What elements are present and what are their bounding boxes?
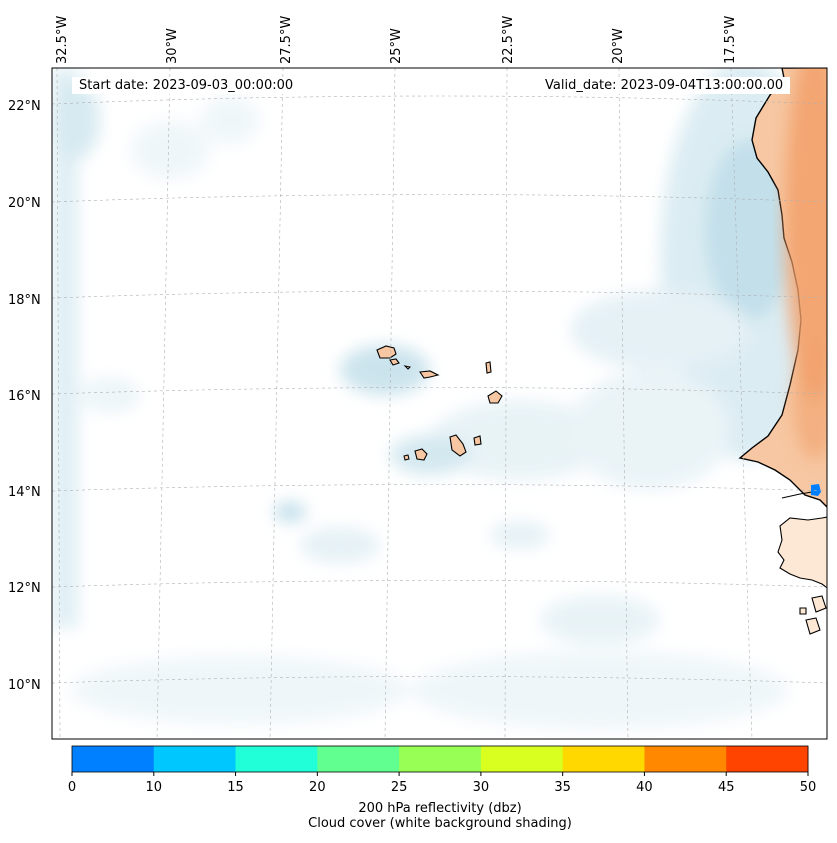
cloud-patch <box>300 527 380 563</box>
colorbar-tick-label: 45 <box>718 780 735 795</box>
colorbar-title: 200 hPa reflectivity (dbz) Cloud cover (… <box>72 801 808 831</box>
colorbar-segment <box>644 746 727 772</box>
lon-label: 17.5°W <box>723 16 738 64</box>
colorbar-segment <box>399 746 482 772</box>
lon-label: 22.5°W <box>501 16 516 64</box>
cloud-patch <box>130 120 210 180</box>
colorbar-segment <box>72 746 155 772</box>
lon-label: 20°W <box>611 28 626 64</box>
cloud-patch <box>274 502 306 522</box>
colorbar-segment <box>317 746 400 772</box>
coast-islets <box>799 595 827 635</box>
cloud-coastal-core <box>705 140 795 320</box>
colorbar-tick-label: 0 <box>68 780 76 795</box>
land-warm-shade <box>793 340 827 460</box>
island-fogo <box>414 448 428 461</box>
colorbar-tick-label: 30 <box>473 780 490 795</box>
meridian-30w <box>156 68 171 739</box>
colorbar-segment <box>480 746 564 772</box>
lat-label: 18°N <box>8 293 41 308</box>
colorbar-title-line1: 200 hPa reflectivity (dbz) <box>358 801 522 816</box>
island-brava <box>403 454 410 461</box>
map-frame <box>51 67 828 740</box>
longitude-labels: 32.5°W 30°W 27.5°W 25°W 22.5°W 20°W 17.5… <box>55 16 738 64</box>
parallel-12n <box>52 580 827 588</box>
lon-label: 30°W <box>165 28 180 64</box>
lat-label: 20°N <box>8 196 41 211</box>
lon-label: 32.5°W <box>55 16 70 64</box>
lon-label: 25°W <box>389 28 404 64</box>
colorbar-tick-label: 35 <box>554 780 571 795</box>
latitude-labels: 22°N 20°N 18°N 16°N 14°N 12°N 10°N <box>8 99 41 693</box>
lat-label: 22°N <box>8 99 41 114</box>
island-santo-antao <box>376 345 397 359</box>
cloud-patch <box>410 650 790 730</box>
colorbar: 0 10 15 20 25 30 35 40 45 50 <box>68 745 817 795</box>
land-warm-shade <box>785 68 827 400</box>
cloud-band-west <box>52 68 78 628</box>
island-santa-luzia <box>403 365 412 370</box>
meridian-22-5w <box>504 68 508 739</box>
island-maio <box>473 435 482 446</box>
colorbar-segment <box>726 746 809 772</box>
colorbar-tick-label: 20 <box>309 780 326 795</box>
lat-label: 12°N <box>8 581 41 596</box>
island-sal <box>485 361 492 374</box>
valid-date-label: Valid_date: 2023-09-04T13:00:00.00 <box>538 77 791 94</box>
island-santiago <box>449 434 467 457</box>
land-masses <box>376 68 827 635</box>
island-sao-nicolau <box>419 370 440 379</box>
island-boa-vista <box>487 390 503 404</box>
colorbar-tick-label: 15 <box>227 780 244 795</box>
island-sao-vicente <box>389 358 400 366</box>
cloud-islands <box>340 345 430 395</box>
gambia-river <box>781 491 813 499</box>
colorbar-tick-label: 25 <box>391 780 408 795</box>
colorbar-tick-label: 10 <box>146 780 163 795</box>
cloud-patch <box>570 290 750 370</box>
lat-label: 16°N <box>8 389 41 404</box>
map-plot-area <box>52 68 827 739</box>
colorbar-title-line2: Cloud cover (white background shading) <box>308 816 572 831</box>
parallel-14n <box>52 484 827 492</box>
colorbar-segment <box>562 746 645 772</box>
cloud-patch <box>200 95 260 145</box>
cloud-patch <box>570 370 730 490</box>
colorbar-segment <box>235 746 318 772</box>
parallel-20n <box>52 194 827 203</box>
cloud-patch <box>52 80 100 160</box>
lon-label: 27.5°W <box>279 16 294 64</box>
colorbar-frame <box>71 745 809 773</box>
cloud-islands <box>390 435 470 475</box>
gridlines <box>52 68 827 739</box>
start-date-label: Start date: 2023-09-03_00:00:00 <box>72 77 301 94</box>
cloud-patch <box>430 400 610 480</box>
parallel-10n <box>52 676 827 684</box>
reflectivity-echo <box>811 484 821 496</box>
meridian-25w <box>384 68 396 739</box>
parallel-18n <box>52 290 827 299</box>
lat-label: 10°N <box>8 678 41 693</box>
meridian-20w <box>618 68 629 739</box>
parallel-16n <box>52 387 827 395</box>
lat-label: 14°N <box>8 485 41 500</box>
cloud-patch <box>70 655 410 725</box>
meridian-17-5w <box>730 68 753 739</box>
colorbar-segment <box>153 746 237 772</box>
cloud-patch <box>80 377 140 413</box>
parallel-22n <box>52 95 827 105</box>
colorbar-tick-label: 40 <box>636 780 653 795</box>
meridian-32-5w <box>56 68 61 739</box>
meridian-27-5w <box>269 68 284 739</box>
colorbar-tick-label: 50 <box>800 780 817 795</box>
cloud-patch <box>490 521 550 549</box>
cloud-patch <box>540 595 660 645</box>
